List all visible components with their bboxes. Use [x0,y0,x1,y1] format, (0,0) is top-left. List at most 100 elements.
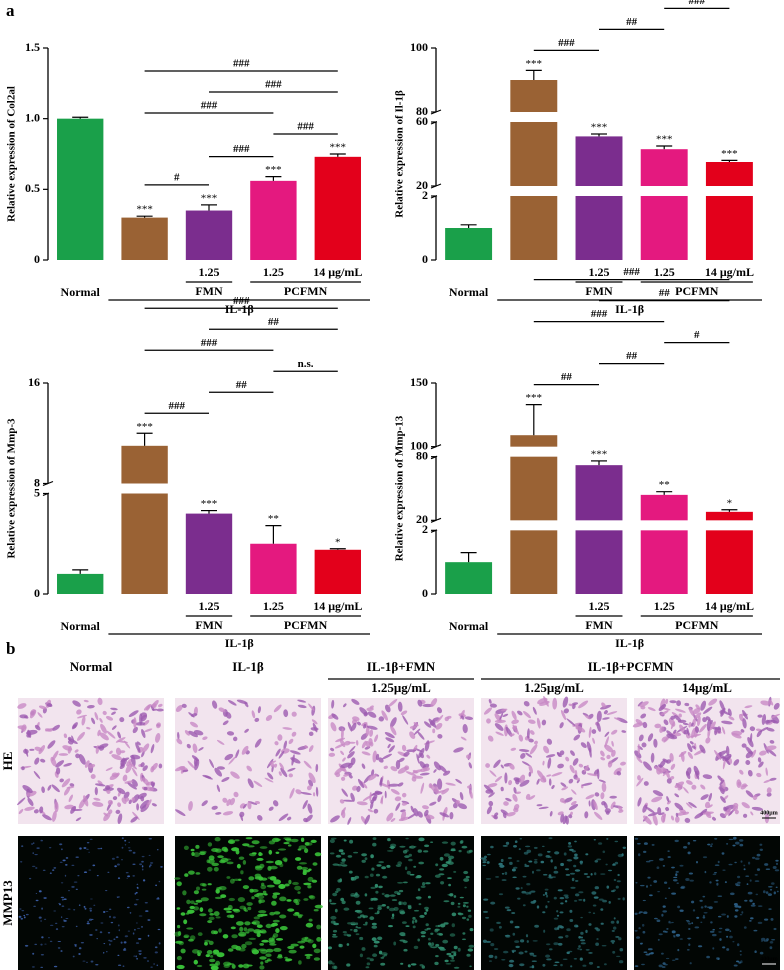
cell [760,700,771,706]
cell [592,904,597,907]
cell [143,957,147,959]
cell [406,870,411,875]
cell [522,904,526,907]
cell [604,744,614,753]
cell [107,799,113,805]
cell [418,837,425,842]
cell [403,948,408,952]
cell [702,916,706,919]
cell [714,749,722,761]
cell [564,900,568,903]
cell [158,703,163,708]
cell [679,864,684,867]
cell [502,713,509,718]
cell [183,934,190,938]
cell [522,875,527,878]
cell [743,926,747,929]
comparison-label: # [174,171,180,183]
cell [740,729,745,733]
cell [110,921,114,924]
cell [733,903,738,906]
cell [494,719,506,724]
cell [620,761,626,766]
cell [562,800,566,804]
cell [515,945,520,949]
cell [68,794,73,803]
cell [559,897,565,900]
cell [105,767,113,771]
cell [95,929,98,931]
cell [189,721,199,728]
cell [739,954,742,956]
cell [272,919,280,923]
cell [462,938,466,941]
cell [766,719,773,724]
cell [745,875,750,877]
cell [642,804,648,813]
cell [246,902,253,906]
cell [127,782,137,790]
cell [69,783,75,787]
cell [105,890,108,892]
axis-gap [437,520,763,531]
cell [429,801,437,806]
cell [580,931,584,935]
cell [712,933,717,937]
cell [700,921,703,923]
cell [132,875,135,877]
cell [657,891,660,893]
cell [356,785,361,793]
cell [423,850,429,853]
cell [259,965,265,970]
cell [775,886,778,888]
cell [566,928,571,932]
cell [667,850,670,852]
cell [134,892,136,895]
cell [279,926,288,931]
cell [51,784,60,793]
cell [121,859,123,861]
y-tick-label: 5 [34,485,40,499]
cell [674,708,686,713]
cell [64,804,74,810]
cell [501,872,505,875]
cell [395,759,401,770]
comparison-label: ## [236,379,248,391]
cell [684,702,690,707]
cell [330,902,337,905]
cell [546,943,551,946]
cell [435,928,440,931]
cell [214,767,223,777]
cell [393,890,399,894]
cell [256,932,261,938]
cell [608,869,612,872]
cell [412,916,416,920]
cell [546,958,552,961]
cell [347,751,355,759]
cell [143,786,148,791]
cell [300,837,305,842]
cell [585,853,589,856]
cell [273,704,282,713]
cell [95,964,99,966]
cell [592,912,596,914]
cell [21,766,25,771]
cell [674,793,680,798]
cell [560,862,564,867]
y-tick-label: 0 [34,252,40,266]
cell [409,845,416,849]
he-image [481,696,628,825]
cell [257,815,263,821]
cell [213,867,219,872]
cell [59,861,63,863]
cell [661,952,664,955]
cell [117,954,120,957]
cell [553,917,559,920]
bar [510,435,558,594]
cell [368,907,374,910]
cell [73,909,76,911]
cell [286,839,292,843]
cell [581,782,593,786]
y-axis-label: Relative expression of Mmp-3 [6,418,18,559]
cell [305,814,313,823]
